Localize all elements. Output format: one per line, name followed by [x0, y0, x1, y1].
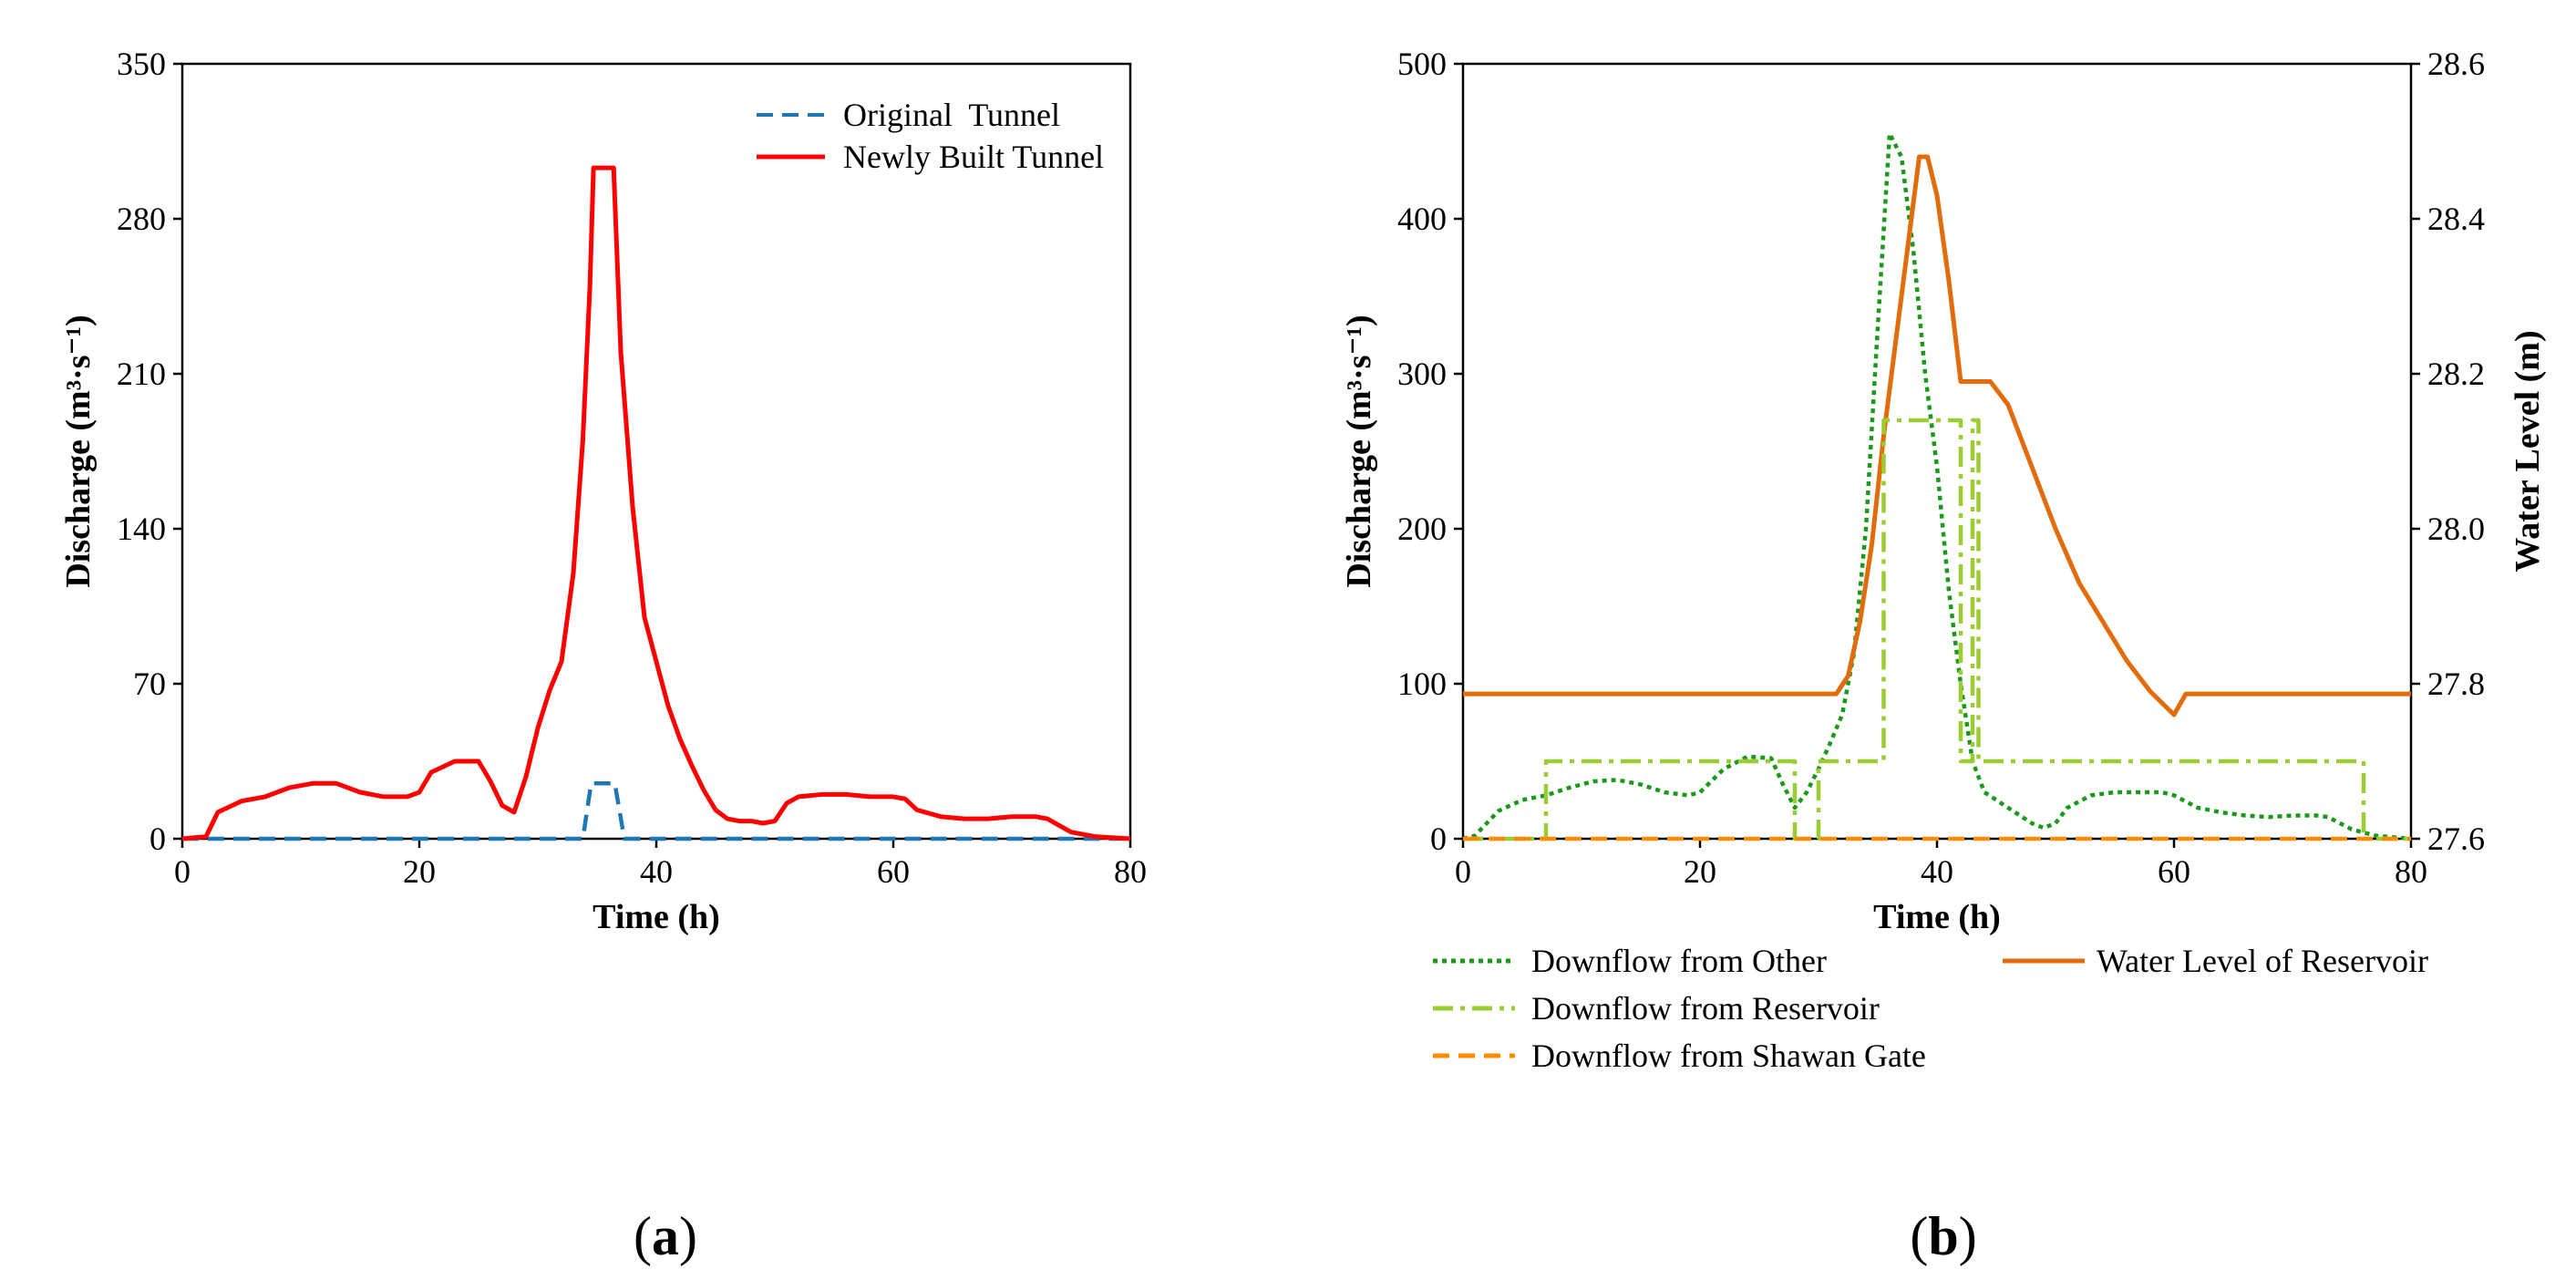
y2-tick-label: 27.8 — [2427, 666, 2485, 702]
x-tick-label: 40 — [1921, 853, 1953, 890]
legend-label-original-tunnel: Original Tunnel — [843, 97, 1060, 133]
legend-label-downflow-other: Downflow from Other — [1531, 943, 1827, 979]
panel-b-label-close: ) — [1959, 1206, 1977, 1266]
y-tick-label: 0 — [149, 821, 166, 857]
panel-b-label: (b) — [1910, 1206, 1976, 1266]
panel-a-label-close: ) — [679, 1206, 697, 1266]
panel-b-series — [1462, 131, 2412, 841]
y2-tick-label: 28.0 — [2427, 511, 2485, 547]
panel-b-x-axis-title: Time (h) — [1873, 898, 2001, 936]
panel-b-label-open: ( — [1910, 1206, 1928, 1266]
panel-b-ticks: 0 20 40 60 80 0 100 200 300 400 500 27.6 27.8 28.0 28.… — [1397, 46, 2485, 890]
y-tick-label: 400 — [1397, 201, 1447, 237]
x-tick-label: 20 — [403, 853, 436, 890]
y-tick-label: 70 — [133, 666, 166, 702]
y-tick-label: 0 — [1430, 821, 1447, 857]
x-tick-label: 80 — [1114, 853, 1147, 890]
legend-label-downflow-shawan: Downflow from Shawan Gate — [1531, 1037, 1926, 1074]
x-tick-label: 0 — [174, 853, 191, 890]
panel-a-legend: Original Tunnel Newly Built Tunnel — [757, 97, 1104, 175]
panel-a-series — [181, 165, 1131, 841]
x-tick-label: 0 — [1455, 853, 1471, 890]
panel-b-y2-axis-title: Water Level (m) — [2509, 330, 2547, 572]
series-line-original-tunnel — [182, 781, 1130, 841]
y-tick-label: 280 — [117, 201, 166, 237]
x-tick-label: 80 — [2395, 853, 2427, 890]
y-tick-label: 500 — [1397, 46, 1447, 82]
panel-b-label-letter: b — [1928, 1206, 1958, 1266]
x-tick-label: 40 — [640, 853, 673, 890]
panel-a-label-letter: a — [652, 1206, 679, 1266]
panel-b-y-axis-title: Discharge (m³·s⁻¹) — [1340, 315, 1378, 587]
y-tick-label: 140 — [117, 511, 166, 547]
y-tick-label: 100 — [1397, 666, 1447, 702]
y-tick-label: 300 — [1397, 356, 1447, 392]
panel-a-label: (a) — [634, 1206, 697, 1266]
y2-tick-label: 27.6 — [2427, 821, 2485, 857]
y-tick-label: 350 — [117, 46, 166, 82]
legend-label-newly-built-tunnel: Newly Built Tunnel — [843, 139, 1104, 175]
series-line-water-level-of-reservoir — [1463, 154, 2411, 717]
panel-a-ticks: 0 20 40 60 80 0 70 140 210 280 350 — [117, 46, 1147, 890]
legend-label-water-level: Water Level of Reservoir — [2097, 943, 2428, 979]
x-tick-label: 60 — [877, 853, 910, 890]
panel-a: 0 20 40 60 80 0 70 140 210 280 350 Time (h) Discha… — [59, 46, 1147, 1266]
panel-b: 0 20 40 60 80 0 100 200 300 400 500 27.6 27.8 28.0 28.… — [1340, 46, 2547, 1266]
y2-tick-label: 28.6 — [2427, 46, 2485, 82]
y2-tick-label: 28.4 — [2427, 201, 2485, 237]
y2-tick-label: 28.2 — [2427, 356, 2485, 392]
x-tick-label: 20 — [1684, 853, 1716, 890]
x-tick-label: 60 — [2158, 853, 2190, 890]
series-line-downflow-from-other — [1462, 131, 2412, 841]
panel-a-plot-frame — [180, 62, 1132, 841]
legend-label-downflow-reservoir: Downflow from Reservoir — [1531, 990, 1880, 1027]
y-tick-label: 200 — [1397, 511, 1447, 547]
series-line-downflow-from-reservoir — [1463, 418, 2411, 841]
y-tick-label: 210 — [117, 356, 166, 392]
panel-b-legend: Downflow from Other Water Level of Reser… — [1433, 943, 2428, 1074]
panel-a-label-open: ( — [634, 1206, 652, 1266]
panel-a-y-axis-title: Discharge (m³·s⁻¹) — [59, 315, 98, 587]
series-line-newly-built-tunnel — [181, 165, 1131, 841]
panel-a-x-axis-title: Time (h) — [592, 898, 720, 936]
